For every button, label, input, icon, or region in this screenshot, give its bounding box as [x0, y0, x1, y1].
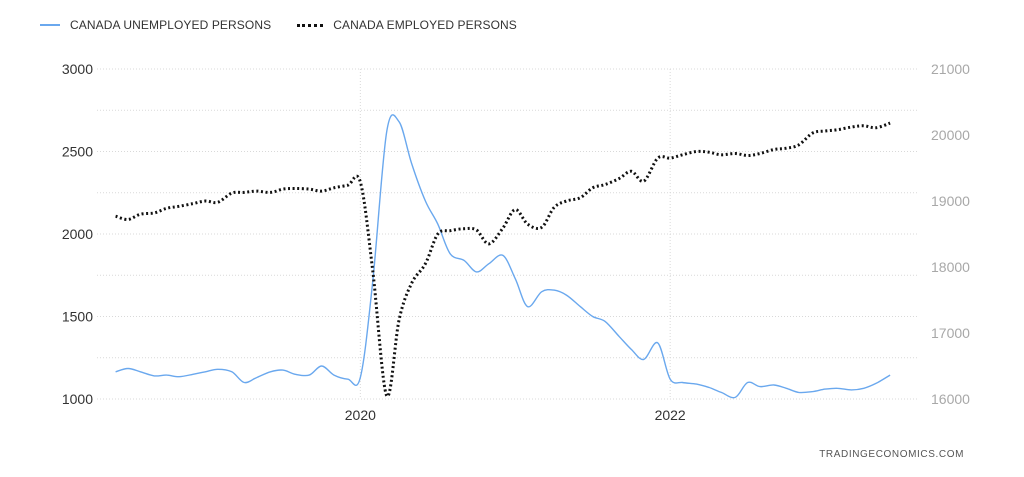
watermark: TRADINGECONOMICS.COM: [819, 449, 964, 460]
series-line-employed: [115, 121, 891, 398]
right-axis-tick-label: 16000: [931, 391, 970, 407]
legend-item-employed[interactable]: CANADA EMPLOYED PERSONS: [297, 18, 517, 32]
series-line-unemployed: [115, 114, 891, 399]
left-axis-tick-label: 1500: [62, 309, 93, 325]
right-axis-tick-label: 17000: [931, 325, 970, 341]
right-axis-tick-label: 20000: [931, 127, 970, 143]
legend-swatch-unemployed: [40, 24, 60, 26]
left-axis-tick-label: 1000: [62, 391, 93, 407]
legend-swatch-employed: [297, 23, 324, 27]
left-axis-tick-label: 2000: [62, 226, 93, 242]
chart-legend: CANADA UNEMPLOYED PERSONS CANADA EMPLOYE…: [40, 18, 543, 32]
right-axis-tick-label: 21000: [931, 61, 970, 77]
legend-label-unemployed: CANADA UNEMPLOYED PERSONS: [70, 18, 272, 32]
left-axis-tick-label: 2500: [62, 144, 93, 160]
right-axis-tick-label: 18000: [931, 259, 970, 275]
left-axis-tick-label: 3000: [62, 61, 93, 77]
legend-label-employed: CANADA EMPLOYED PERSONS: [333, 18, 517, 32]
x-axis-tick-label: 2020: [345, 407, 376, 423]
x-axis-tick-label: 2022: [655, 407, 686, 423]
legend-item-unemployed[interactable]: CANADA UNEMPLOYED PERSONS: [40, 18, 271, 32]
right-axis-tick-label: 19000: [931, 193, 970, 209]
